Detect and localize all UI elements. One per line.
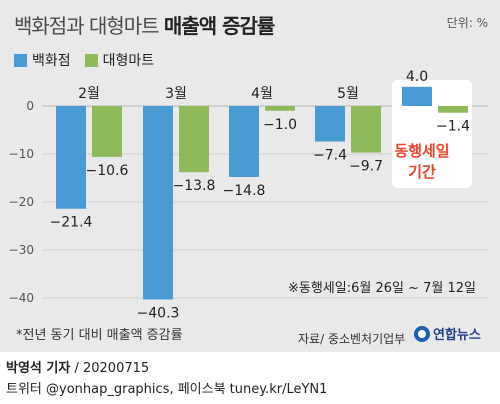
- bar-mart: [179, 106, 209, 173]
- source-label: 자료/ 중소벤처기업부: [298, 332, 406, 346]
- footnote: *전년 동기 대비 매출액 증감률: [16, 328, 183, 343]
- category-label: 3월: [165, 86, 187, 102]
- data-label: −1.0: [263, 117, 297, 133]
- bar-mart: [351, 106, 381, 153]
- legend: 백화점 대형마트: [14, 50, 168, 70]
- sale-period-label: 동행세일: [394, 142, 449, 160]
- data-label: −1.4: [436, 119, 470, 135]
- y-tick-label: −10: [9, 147, 34, 161]
- data-label: −13.8: [173, 178, 216, 194]
- y-tick-label: −20: [9, 195, 34, 209]
- date: 20200715: [82, 361, 150, 376]
- credit-sep: /: [74, 361, 83, 376]
- bar-dept: [315, 106, 345, 142]
- chart-area: 백화점과 대형마트 매출액 증감률 단위: % 백화점 대형마트 0 −10 −20…: [0, 0, 500, 352]
- data-label: −40.3: [137, 305, 180, 321]
- data-label: −10.6: [86, 163, 129, 179]
- data-label: 4.0: [406, 69, 428, 85]
- bar-mart: [92, 106, 122, 157]
- title-light: 백화점과 대형마트: [14, 14, 160, 38]
- category-label: 4월: [251, 86, 273, 102]
- bar-dept: [402, 86, 432, 106]
- legend-label-mart: 대형마트: [102, 53, 155, 69]
- sale-period-note: ※동행세일:6월 26일 ~ 7월 12일: [288, 280, 476, 296]
- category-label: 5월: [337, 86, 359, 102]
- bar-chart: 0 −10 −20 −30 −40 −21.4 −10.6 2월 −40.3 −13.8 3월 −1…: [9, 69, 488, 321]
- credit-line: 박영석 기자 / 20200715: [6, 357, 149, 376]
- legend-label-dept: 백화점: [32, 53, 71, 69]
- title-bold: 매출액 증감률: [163, 14, 275, 38]
- category-label: 2월: [78, 86, 100, 102]
- social-line: 트위터 @yonhap_graphics, 페이스북 tuney.kr/LeYN…: [6, 382, 328, 397]
- chart-title: 백화점과 대형마트 매출액 증감률: [14, 10, 275, 39]
- y-tick-label: −40: [9, 291, 34, 305]
- unit-label: 단위: %: [446, 16, 488, 30]
- data-label: −9.7: [349, 159, 383, 175]
- bar-dept: [229, 106, 259, 178]
- author: 박영석 기자: [6, 361, 71, 376]
- logo-text: 연합뉴스: [433, 328, 481, 343]
- data-label: −14.8: [223, 183, 266, 199]
- bar-dept: [56, 106, 86, 209]
- legend-swatch-dept: [14, 53, 27, 67]
- data-label: −21.4: [50, 215, 93, 231]
- legend-item-mart: 대형마트: [84, 50, 155, 70]
- y-tick-label: −30: [9, 243, 34, 257]
- yonhap-logo: 연합뉴스: [414, 324, 481, 343]
- sale-period-label-2: 기간: [408, 163, 436, 181]
- data-label: −7.4: [313, 148, 347, 164]
- legend-swatch-mart: [84, 53, 98, 67]
- yonhap-logo-icon: [414, 325, 430, 342]
- bar-mart: [438, 106, 468, 113]
- y-tick-label: 0: [26, 99, 34, 113]
- legend-item-dept: 백화점: [14, 50, 71, 70]
- bar-dept: [143, 106, 173, 300]
- bar-mart: [265, 106, 295, 111]
